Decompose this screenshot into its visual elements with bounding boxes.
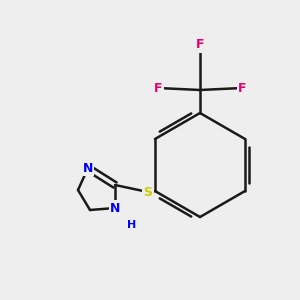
Text: N: N [110, 202, 120, 214]
Text: F: F [238, 82, 246, 94]
Text: S: S [143, 185, 152, 199]
Text: N: N [83, 161, 93, 175]
Text: H: H [127, 220, 136, 230]
Text: F: F [196, 38, 204, 52]
Text: F: F [154, 82, 162, 94]
